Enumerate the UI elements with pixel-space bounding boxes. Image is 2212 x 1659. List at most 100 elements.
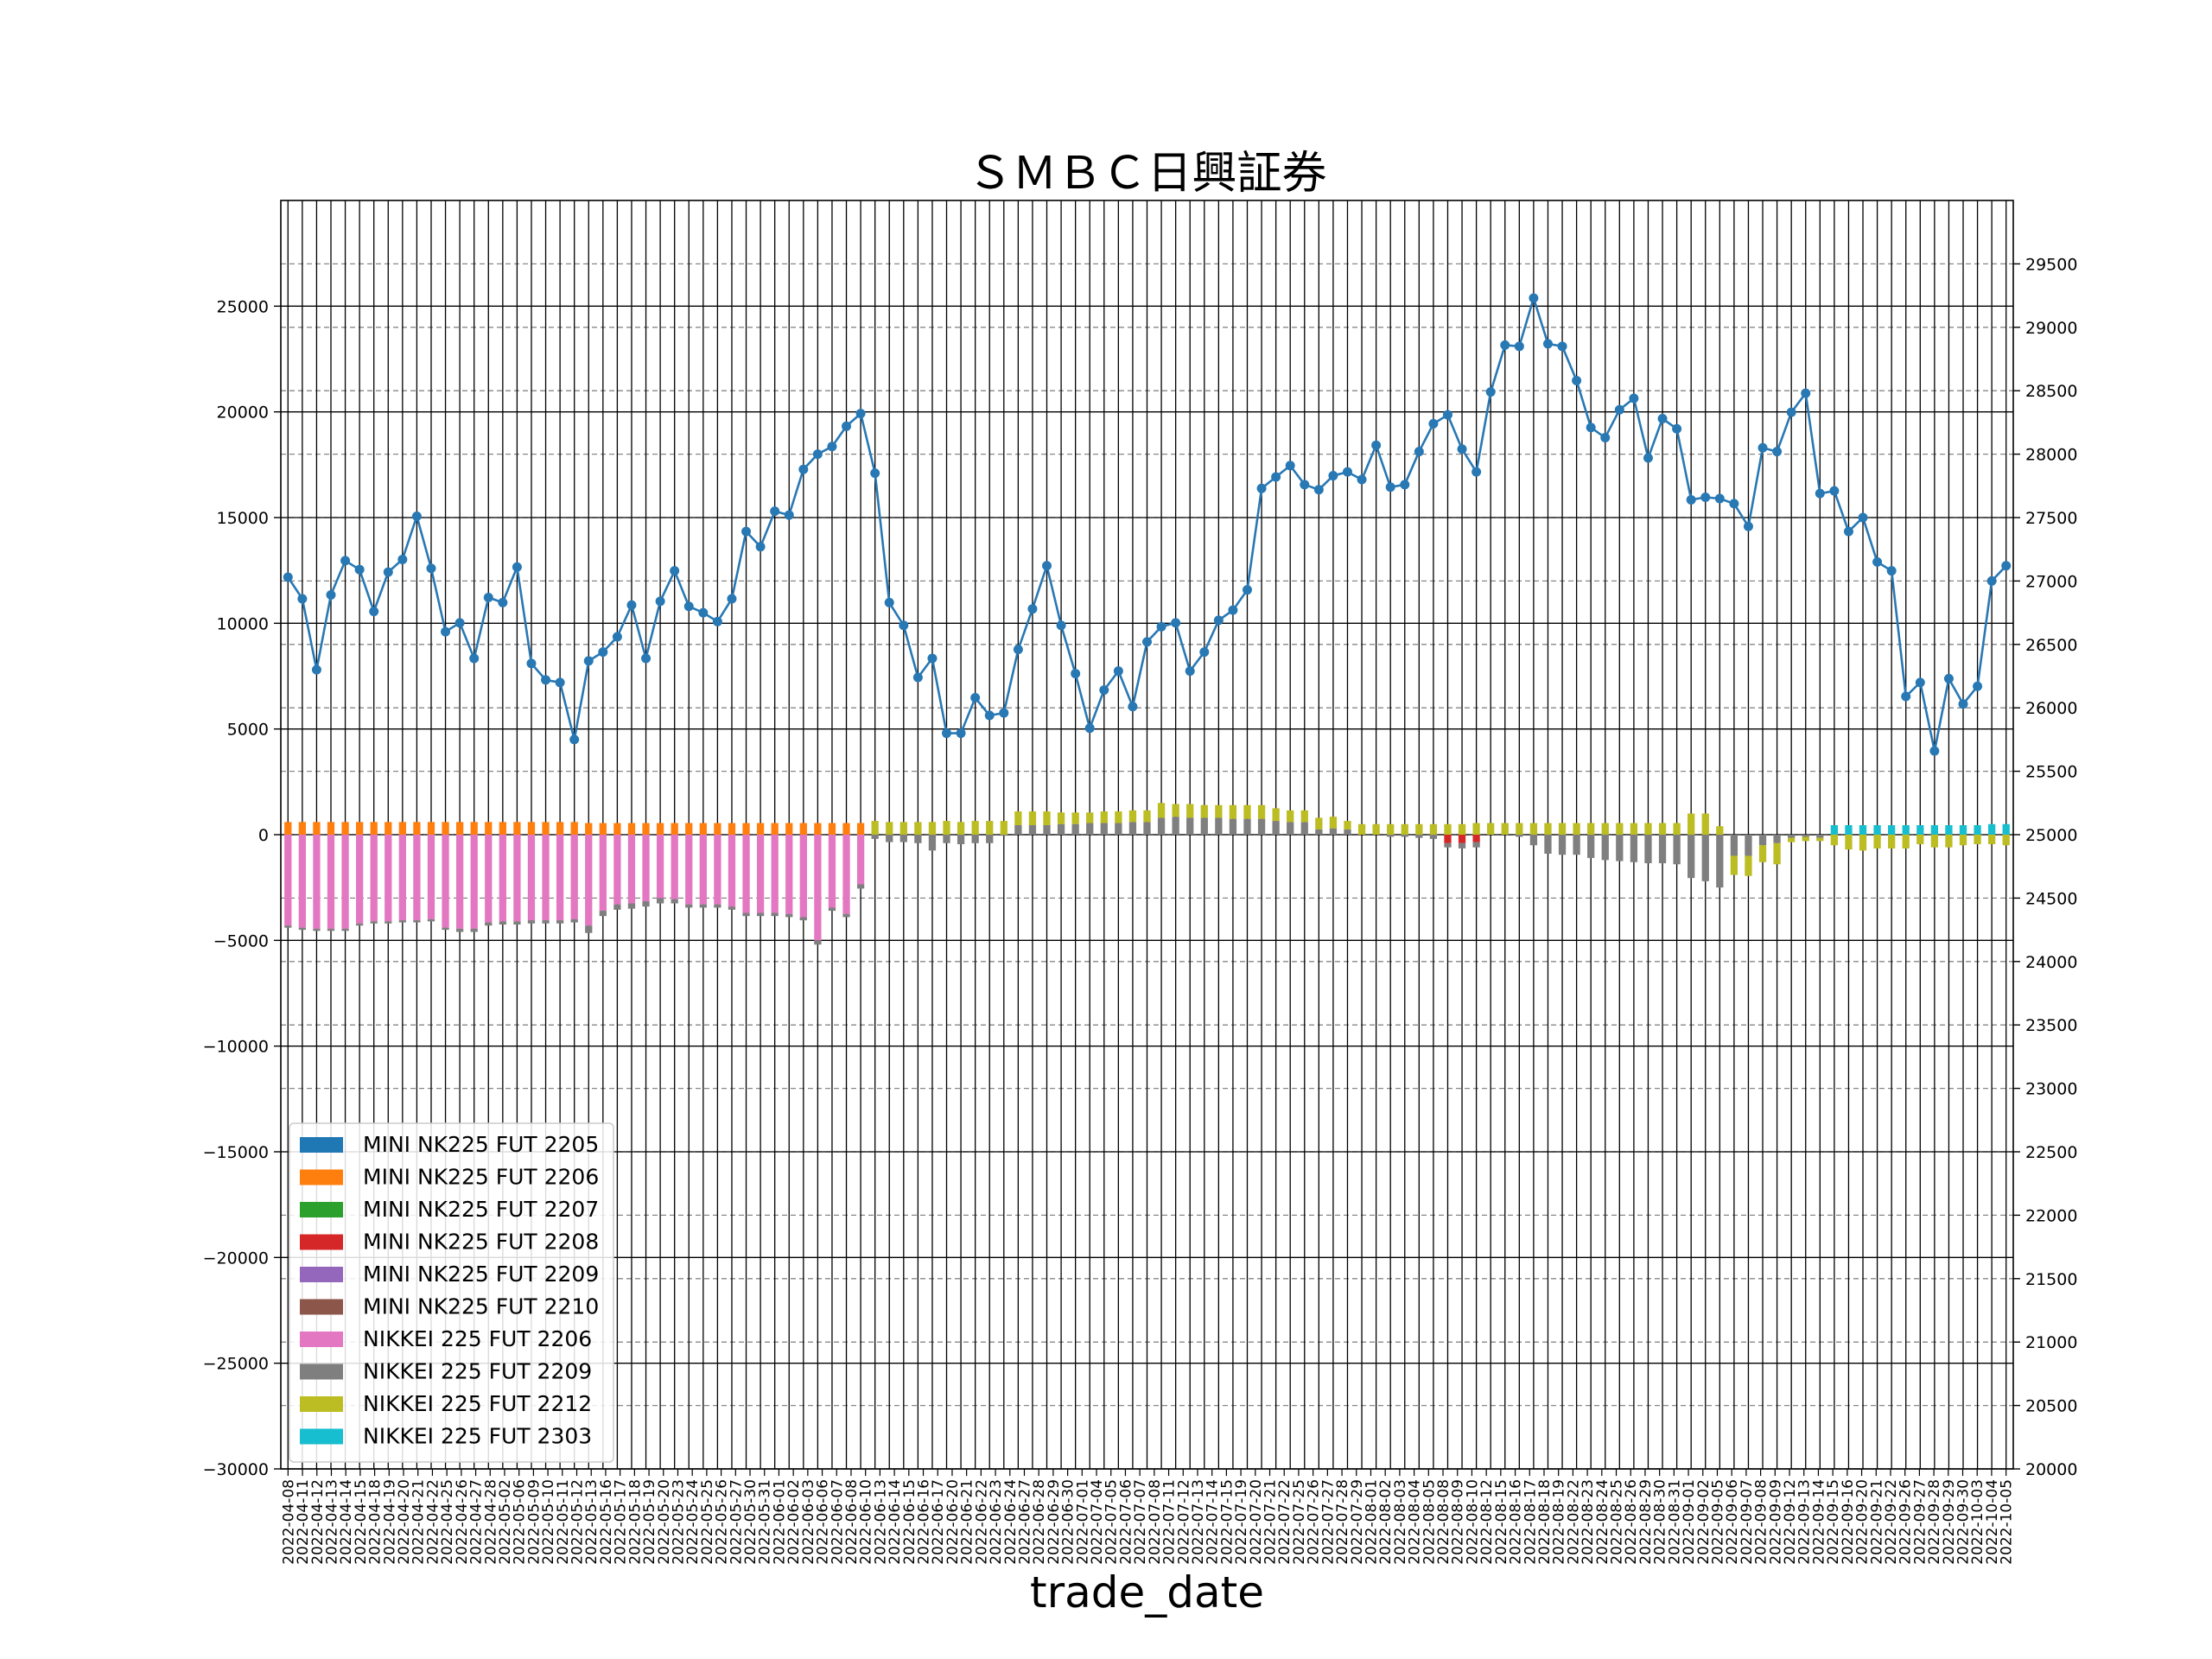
bar — [1529, 823, 1538, 835]
x-tick-label: 2022-10-04 — [1984, 1479, 2001, 1565]
line-point — [812, 449, 823, 460]
bar — [1930, 835, 1939, 848]
bar — [1372, 823, 1380, 835]
line-point — [498, 597, 508, 607]
bar — [957, 835, 965, 845]
bar — [1071, 823, 1079, 835]
bar — [542, 835, 550, 921]
bar — [1200, 804, 1208, 818]
bar — [1243, 804, 1251, 819]
bar — [1988, 823, 1996, 835]
bar — [1157, 803, 1166, 818]
x-tick-label: 2022-07-01 — [1074, 1479, 1091, 1565]
bar — [756, 835, 765, 913]
legend-swatch — [300, 1363, 343, 1380]
line-point — [1843, 526, 1853, 537]
line-point — [1400, 480, 1410, 490]
bar — [455, 822, 464, 835]
bar — [943, 835, 950, 843]
bar — [1573, 823, 1580, 835]
bar — [1916, 824, 1924, 835]
x-tick-label: 2022-05-19 — [641, 1479, 658, 1565]
x-tick-label: 2022-06-16 — [916, 1479, 933, 1565]
bar — [971, 821, 979, 835]
bar — [1888, 835, 1896, 849]
x-tick-label: 2022-05-06 — [512, 1479, 529, 1565]
bar — [513, 921, 521, 925]
line-point — [770, 506, 780, 517]
x-tick-label: 2022-06-22 — [973, 1479, 990, 1565]
x-tick-label: 2022-07-20 — [1248, 1479, 1265, 1565]
x-tick-label: 2022-10-05 — [1999, 1479, 2016, 1565]
x-tick-label: 2022-05-17 — [613, 1479, 630, 1565]
legend-swatch — [300, 1137, 343, 1153]
x-tick-label: 2022-06-27 — [1016, 1479, 1033, 1565]
bar — [1344, 829, 1351, 835]
bar — [327, 928, 335, 931]
bar — [1014, 811, 1022, 825]
x-tick-label: 2022-04-12 — [309, 1479, 327, 1565]
x-tick-label: 2022-10-03 — [1969, 1479, 1986, 1565]
line-point — [1514, 341, 1524, 352]
line-point — [311, 664, 321, 675]
bar — [1945, 824, 1953, 835]
left-axis-ticks: −30000 −25000 −20000 −15000 −10000 −5000 0 5000… — [203, 297, 281, 1479]
x-tick-label: 2022-09-07 — [1738, 1479, 1756, 1565]
x-axis-ticks: 2022-04-082022-04-112022-04-122022-04-13… — [280, 1469, 2016, 1565]
bar — [1157, 817, 1166, 835]
line-point — [1586, 423, 1596, 433]
bar — [685, 835, 693, 905]
bar — [842, 835, 850, 914]
x-tick-label: 2022-07-25 — [1291, 1479, 1308, 1565]
bar — [1916, 835, 1924, 845]
x-tick-label: 2022-08-09 — [1450, 1479, 1467, 1565]
bar — [871, 835, 879, 839]
x-tick-label: 2022-07-14 — [1205, 1479, 1222, 1565]
bar — [1215, 817, 1223, 835]
bar — [1673, 835, 1681, 865]
x-tick-label: 2022-08-08 — [1435, 1479, 1452, 1565]
bar — [298, 822, 306, 835]
y2-tick-label: 29500 — [2025, 255, 2077, 274]
line-point — [884, 597, 894, 607]
x-tick-label: 2022-07-26 — [1306, 1479, 1323, 1565]
bar — [1745, 855, 1752, 876]
bar — [785, 823, 793, 835]
x-tick-label: 2022-05-11 — [555, 1479, 572, 1565]
bar — [814, 835, 822, 941]
bar — [1229, 818, 1237, 835]
bar — [1472, 823, 1480, 835]
bar — [341, 822, 349, 835]
price-line — [283, 293, 2012, 756]
bar — [886, 835, 893, 842]
bar — [756, 912, 765, 917]
line-point — [1300, 480, 1310, 490]
bar — [427, 918, 435, 922]
line-point — [1614, 404, 1624, 415]
bar — [627, 903, 636, 909]
x-tick-label: 2022-04-26 — [454, 1479, 471, 1565]
x-tick-label: 2022-09-05 — [1709, 1479, 1726, 1565]
line-point — [942, 728, 952, 739]
bar — [1529, 835, 1538, 846]
x-tick-label: 2022-08-01 — [1363, 1479, 1380, 1565]
bar — [284, 835, 292, 926]
bar — [1300, 822, 1308, 835]
x-tick-label: 2022-07-13 — [1190, 1479, 1207, 1565]
line-point — [1328, 471, 1338, 481]
bar — [814, 823, 822, 835]
x-axis-label: trade_date — [1030, 1567, 1264, 1618]
line-point — [612, 632, 622, 642]
legend-swatch — [300, 1267, 343, 1282]
line-point — [1801, 388, 1811, 398]
bar — [556, 920, 564, 924]
y-tick-label: −5000 — [213, 931, 269, 950]
bar — [627, 835, 636, 904]
line-point — [698, 607, 709, 618]
line-point — [1500, 340, 1510, 350]
bar — [1000, 821, 1007, 835]
bar — [1243, 818, 1251, 835]
bar — [1186, 804, 1194, 818]
bar — [1558, 835, 1567, 855]
x-tick-label: 2022-09-12 — [1782, 1479, 1799, 1565]
